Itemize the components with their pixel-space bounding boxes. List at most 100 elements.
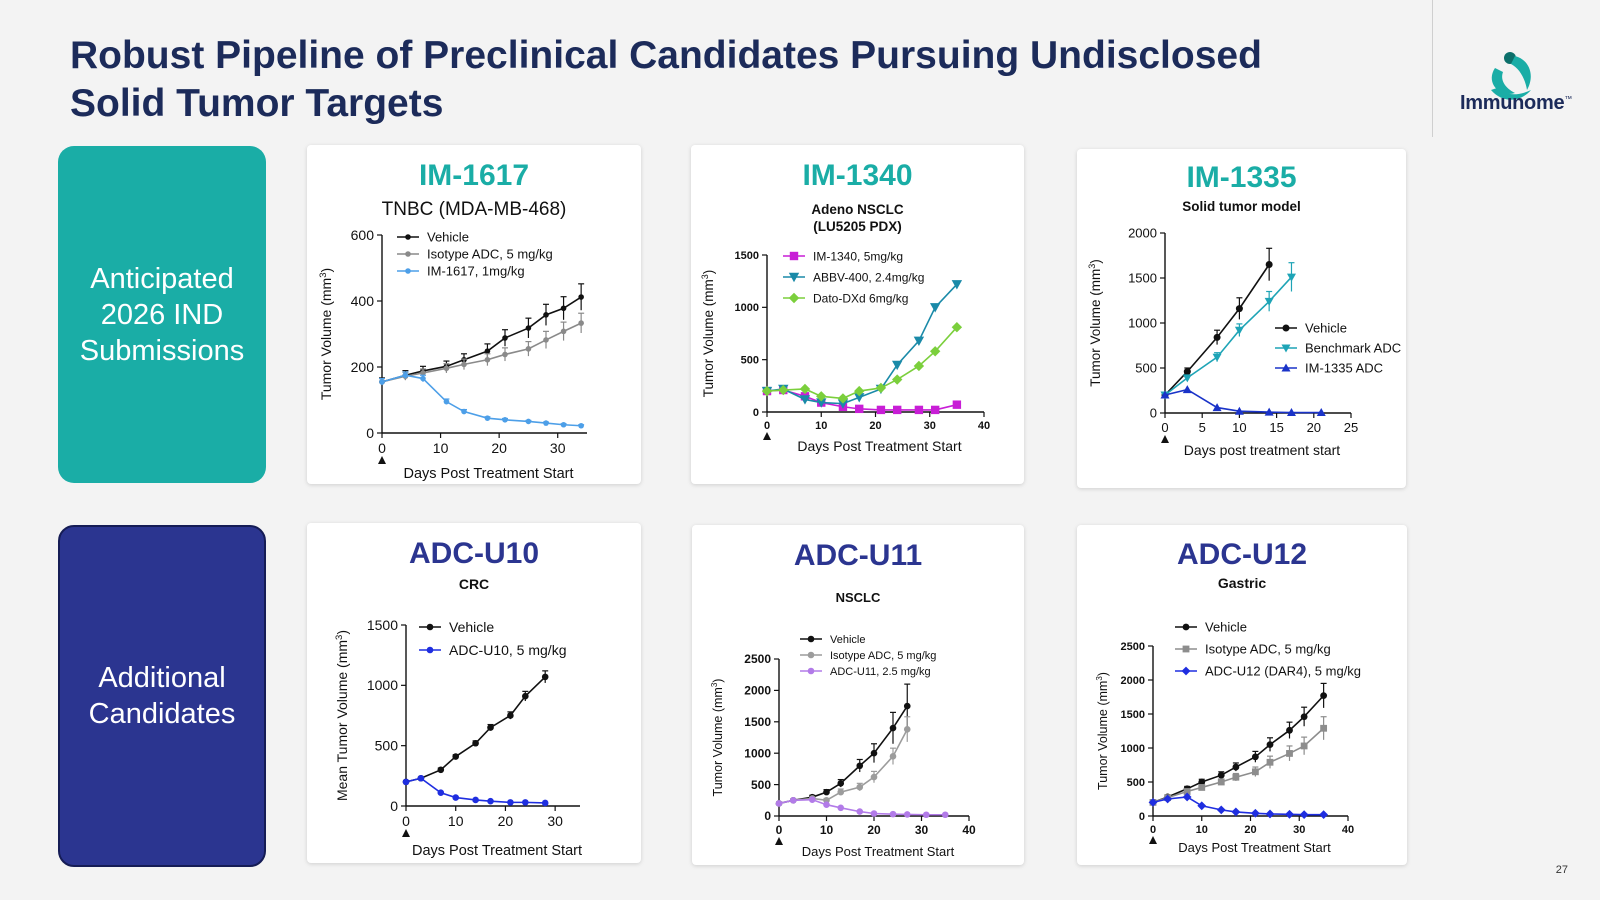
- anticipated-ind-box: Anticipated 2026 IND Submissions: [58, 146, 266, 483]
- x-tick-label: 0: [1161, 420, 1168, 435]
- y-tick-label: 0: [764, 809, 771, 823]
- chart-card-adc-u12: ADC-U12 Gastric 0 500 1000 1500 2000 2500 0 10 20 3…: [1077, 525, 1407, 865]
- data-point: [560, 305, 567, 312]
- data-point: [1251, 768, 1259, 776]
- x-tick-label: 0: [764, 420, 770, 432]
- legend-label: Isotype ADC, 5 mg/kg: [830, 650, 936, 662]
- chart-subtitle: (LU5205 PDX): [813, 219, 902, 234]
- data-point: [856, 783, 864, 791]
- chart-svg-u12: ADC-U12 Gastric 0 500 1000 1500 2000 2500 0 10 20 3…: [1095, 538, 1361, 855]
- data-point: [1319, 810, 1329, 820]
- data-point: [484, 356, 491, 363]
- y-tick-label: 2000: [1121, 675, 1145, 687]
- data-point: [1286, 273, 1296, 282]
- y-axis-label-close: ): [701, 270, 716, 275]
- data-point: [1212, 403, 1222, 412]
- data-point: [541, 799, 549, 807]
- data-point: [893, 405, 902, 415]
- legend-entry-1: IM-1340, 5mg/kg: [783, 249, 903, 263]
- data-point: [578, 320, 584, 326]
- x-tick-label: 30: [1293, 824, 1305, 836]
- data-point: [1251, 753, 1259, 761]
- data-point: [484, 415, 491, 421]
- chart-heading: IM-1335: [1186, 161, 1296, 194]
- legend-marker: [807, 635, 815, 643]
- x-tick-label: 0: [402, 813, 410, 829]
- y-tick-label: 0: [1139, 811, 1145, 823]
- series-1: [1161, 247, 1273, 399]
- data-point: [913, 336, 925, 347]
- y-tick-label: 1000: [367, 677, 398, 693]
- y-axis-label: Mean Tumor Volume (mm3): [334, 630, 350, 801]
- legend-entry-2: Benchmark ADC: [1275, 341, 1401, 356]
- data-point: [903, 811, 911, 818]
- data-point: [922, 811, 930, 819]
- legend-entry-2: Isotype ADC, 5 mg/kg: [800, 650, 936, 662]
- treatment-start-marker-icon: [775, 837, 783, 845]
- data-point: [889, 810, 897, 818]
- data-point: [761, 385, 773, 397]
- legend-marker: [1281, 363, 1291, 372]
- x-tick-label: 40: [978, 420, 990, 432]
- treatment-start-marker-icon: [402, 829, 410, 837]
- series-2: [1149, 716, 1328, 806]
- legend-entry-3: IM-1335 ADC: [1275, 361, 1383, 376]
- data-point: [914, 405, 924, 415]
- y-tick-label: 1000: [744, 746, 771, 760]
- data-point: [1234, 326, 1244, 335]
- legend-marker: [405, 251, 411, 257]
- data-point: [870, 810, 878, 817]
- x-tick-label: 10: [448, 813, 464, 829]
- y-tick-label: 0: [753, 407, 759, 419]
- data-point: [941, 811, 949, 819]
- data-point: [1183, 788, 1191, 795]
- y-axis-label-text: Tumor Volume (mm: [701, 279, 716, 397]
- data-point: [1183, 368, 1191, 376]
- legend-label: Vehicle: [449, 619, 494, 635]
- data-point: [837, 788, 845, 796]
- legend-entry-3: ADC-U11, 2.5 mg/kg: [800, 666, 931, 678]
- legend-marker: [405, 234, 411, 240]
- y-tick-label: 0: [390, 798, 398, 814]
- chart-card-im1335: IM-1335 Solid tumor model 0 500 1000 1500 2000…: [1077, 149, 1406, 488]
- y-tick-label: 1500: [744, 715, 771, 729]
- series-1: [379, 283, 585, 386]
- data-point: [816, 391, 827, 402]
- y-axis-label-close: ): [711, 679, 725, 683]
- data-point: [541, 673, 549, 681]
- legend-marker: [405, 268, 411, 274]
- y-axis-label: Tumor Volume (mm3): [710, 679, 725, 797]
- data-point: [1231, 807, 1241, 817]
- data-point: [1299, 810, 1309, 820]
- data-point: [1286, 408, 1296, 417]
- data-point: [1217, 771, 1225, 779]
- y-axis-label-close: ): [318, 268, 334, 273]
- legend-marker: [788, 292, 800, 304]
- y-tick-label: 1500: [1128, 271, 1157, 286]
- series-3: [379, 371, 585, 429]
- data-point: [823, 801, 830, 808]
- y-tick-label: 400: [351, 293, 375, 309]
- title-line-1: Robust Pipeline of Preclinical Candidate…: [70, 34, 1262, 77]
- data-point: [870, 773, 878, 781]
- data-point: [903, 702, 911, 710]
- chart-heading: ADC-U12: [1177, 538, 1307, 571]
- legend-marker: [1182, 645, 1190, 653]
- y-tick-label: 200: [351, 359, 375, 375]
- y-axis-label-superscript: 3: [1095, 676, 1104, 681]
- data-point: [472, 796, 479, 804]
- data-point: [502, 351, 508, 358]
- legend-entry-1: Vehicle: [800, 634, 865, 646]
- series-line: [1164, 276, 1293, 396]
- data-point: [856, 808, 864, 815]
- series-line: [381, 296, 582, 383]
- y-axis-label-superscript: 3: [1087, 264, 1097, 269]
- immunome-logo-icon: [1491, 52, 1531, 100]
- data-point: [461, 408, 467, 415]
- data-point: [929, 303, 941, 313]
- y-tick-label: 500: [741, 355, 759, 367]
- x-tick-label: 30: [915, 823, 929, 837]
- data-point: [951, 322, 963, 333]
- data-point: [1198, 778, 1206, 786]
- data-point: [1163, 794, 1173, 804]
